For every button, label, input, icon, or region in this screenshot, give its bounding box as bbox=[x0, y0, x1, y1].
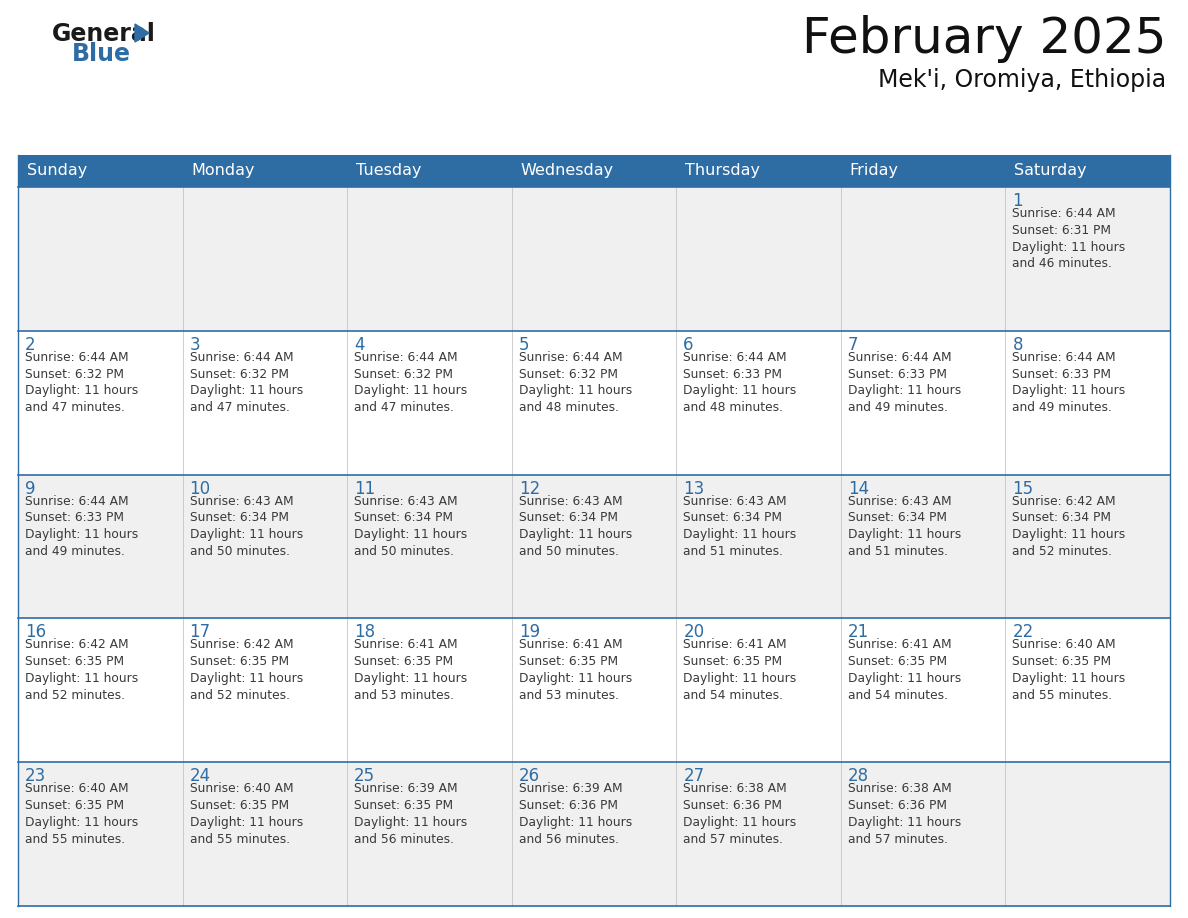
Polygon shape bbox=[135, 24, 148, 42]
Text: 15: 15 bbox=[1012, 479, 1034, 498]
Text: Sunrise: 6:42 AM
Sunset: 6:35 PM
Daylight: 11 hours
and 52 minutes.: Sunrise: 6:42 AM Sunset: 6:35 PM Dayligh… bbox=[190, 638, 303, 701]
Bar bbox=[676, 155, 841, 187]
Bar bbox=[1005, 155, 1170, 187]
Text: 11: 11 bbox=[354, 479, 375, 498]
Text: 21: 21 bbox=[848, 623, 870, 642]
Text: 18: 18 bbox=[354, 623, 375, 642]
Bar bbox=[18, 330, 1170, 475]
Text: February 2025: February 2025 bbox=[802, 15, 1165, 63]
Text: 23: 23 bbox=[25, 767, 46, 785]
Text: Monday: Monday bbox=[191, 163, 255, 178]
Text: 28: 28 bbox=[848, 767, 868, 785]
Text: 20: 20 bbox=[683, 623, 704, 642]
Text: Sunday: Sunday bbox=[27, 163, 87, 178]
Text: 25: 25 bbox=[354, 767, 375, 785]
Text: Sunrise: 6:39 AM
Sunset: 6:35 PM
Daylight: 11 hours
and 56 minutes.: Sunrise: 6:39 AM Sunset: 6:35 PM Dayligh… bbox=[354, 782, 467, 845]
Text: Sunrise: 6:40 AM
Sunset: 6:35 PM
Daylight: 11 hours
and 55 minutes.: Sunrise: 6:40 AM Sunset: 6:35 PM Dayligh… bbox=[25, 782, 138, 845]
Text: 16: 16 bbox=[25, 623, 46, 642]
Text: 4: 4 bbox=[354, 336, 365, 353]
Text: Sunrise: 6:44 AM
Sunset: 6:32 PM
Daylight: 11 hours
and 47 minutes.: Sunrise: 6:44 AM Sunset: 6:32 PM Dayligh… bbox=[25, 351, 138, 414]
Text: Sunrise: 6:41 AM
Sunset: 6:35 PM
Daylight: 11 hours
and 53 minutes.: Sunrise: 6:41 AM Sunset: 6:35 PM Dayligh… bbox=[354, 638, 467, 701]
Text: 26: 26 bbox=[519, 767, 539, 785]
Text: 24: 24 bbox=[190, 767, 210, 785]
Text: 8: 8 bbox=[1012, 336, 1023, 353]
Text: 1: 1 bbox=[1012, 192, 1023, 210]
Text: Sunrise: 6:42 AM
Sunset: 6:35 PM
Daylight: 11 hours
and 52 minutes.: Sunrise: 6:42 AM Sunset: 6:35 PM Dayligh… bbox=[25, 638, 138, 701]
Text: Sunrise: 6:44 AM
Sunset: 6:32 PM
Daylight: 11 hours
and 47 minutes.: Sunrise: 6:44 AM Sunset: 6:32 PM Dayligh… bbox=[354, 351, 467, 414]
Bar bbox=[18, 762, 1170, 906]
Text: Wednesday: Wednesday bbox=[520, 163, 614, 178]
Text: Sunrise: 6:40 AM
Sunset: 6:35 PM
Daylight: 11 hours
and 55 minutes.: Sunrise: 6:40 AM Sunset: 6:35 PM Dayligh… bbox=[190, 782, 303, 845]
Text: Sunrise: 6:44 AM
Sunset: 6:31 PM
Daylight: 11 hours
and 46 minutes.: Sunrise: 6:44 AM Sunset: 6:31 PM Dayligh… bbox=[1012, 207, 1126, 271]
Text: Sunrise: 6:43 AM
Sunset: 6:34 PM
Daylight: 11 hours
and 50 minutes.: Sunrise: 6:43 AM Sunset: 6:34 PM Dayligh… bbox=[519, 495, 632, 558]
Text: Sunrise: 6:43 AM
Sunset: 6:34 PM
Daylight: 11 hours
and 51 minutes.: Sunrise: 6:43 AM Sunset: 6:34 PM Dayligh… bbox=[683, 495, 796, 558]
Text: Sunrise: 6:44 AM
Sunset: 6:33 PM
Daylight: 11 hours
and 49 minutes.: Sunrise: 6:44 AM Sunset: 6:33 PM Dayligh… bbox=[25, 495, 138, 558]
Text: Tuesday: Tuesday bbox=[356, 163, 422, 178]
Text: Sunrise: 6:44 AM
Sunset: 6:33 PM
Daylight: 11 hours
and 49 minutes.: Sunrise: 6:44 AM Sunset: 6:33 PM Dayligh… bbox=[1012, 351, 1126, 414]
Bar bbox=[18, 475, 1170, 619]
Bar bbox=[18, 619, 1170, 762]
Text: Sunrise: 6:44 AM
Sunset: 6:32 PM
Daylight: 11 hours
and 47 minutes.: Sunrise: 6:44 AM Sunset: 6:32 PM Dayligh… bbox=[190, 351, 303, 414]
Text: Thursday: Thursday bbox=[685, 163, 760, 178]
Text: 17: 17 bbox=[190, 623, 210, 642]
Text: 9: 9 bbox=[25, 479, 36, 498]
Text: 22: 22 bbox=[1012, 623, 1034, 642]
Bar bbox=[347, 155, 512, 187]
Text: 19: 19 bbox=[519, 623, 539, 642]
Text: 3: 3 bbox=[190, 336, 201, 353]
Text: Sunrise: 6:42 AM
Sunset: 6:34 PM
Daylight: 11 hours
and 52 minutes.: Sunrise: 6:42 AM Sunset: 6:34 PM Dayligh… bbox=[1012, 495, 1126, 558]
Text: 12: 12 bbox=[519, 479, 541, 498]
Text: Sunrise: 6:39 AM
Sunset: 6:36 PM
Daylight: 11 hours
and 56 minutes.: Sunrise: 6:39 AM Sunset: 6:36 PM Dayligh… bbox=[519, 782, 632, 845]
Text: Blue: Blue bbox=[72, 42, 131, 66]
Bar bbox=[841, 155, 1005, 187]
Text: Sunrise: 6:41 AM
Sunset: 6:35 PM
Daylight: 11 hours
and 54 minutes.: Sunrise: 6:41 AM Sunset: 6:35 PM Dayligh… bbox=[683, 638, 796, 701]
Text: 10: 10 bbox=[190, 479, 210, 498]
Text: 14: 14 bbox=[848, 479, 868, 498]
Text: Sunrise: 6:44 AM
Sunset: 6:33 PM
Daylight: 11 hours
and 49 minutes.: Sunrise: 6:44 AM Sunset: 6:33 PM Dayligh… bbox=[848, 351, 961, 414]
Text: Sunrise: 6:43 AM
Sunset: 6:34 PM
Daylight: 11 hours
and 51 minutes.: Sunrise: 6:43 AM Sunset: 6:34 PM Dayligh… bbox=[848, 495, 961, 558]
Bar bbox=[18, 155, 183, 187]
Text: Sunrise: 6:44 AM
Sunset: 6:32 PM
Daylight: 11 hours
and 48 minutes.: Sunrise: 6:44 AM Sunset: 6:32 PM Dayligh… bbox=[519, 351, 632, 414]
Text: General: General bbox=[52, 22, 156, 46]
Text: Sunrise: 6:43 AM
Sunset: 6:34 PM
Daylight: 11 hours
and 50 minutes.: Sunrise: 6:43 AM Sunset: 6:34 PM Dayligh… bbox=[190, 495, 303, 558]
Text: Sunrise: 6:38 AM
Sunset: 6:36 PM
Daylight: 11 hours
and 57 minutes.: Sunrise: 6:38 AM Sunset: 6:36 PM Dayligh… bbox=[848, 782, 961, 845]
Text: Friday: Friday bbox=[849, 163, 899, 178]
Text: 6: 6 bbox=[683, 336, 694, 353]
Text: 13: 13 bbox=[683, 479, 704, 498]
Bar bbox=[18, 187, 1170, 330]
Text: Sunrise: 6:41 AM
Sunset: 6:35 PM
Daylight: 11 hours
and 53 minutes.: Sunrise: 6:41 AM Sunset: 6:35 PM Dayligh… bbox=[519, 638, 632, 701]
Text: Sunrise: 6:43 AM
Sunset: 6:34 PM
Daylight: 11 hours
and 50 minutes.: Sunrise: 6:43 AM Sunset: 6:34 PM Dayligh… bbox=[354, 495, 467, 558]
Text: Saturday: Saturday bbox=[1015, 163, 1087, 178]
Bar bbox=[512, 155, 676, 187]
Text: Mek'i, Oromiya, Ethiopia: Mek'i, Oromiya, Ethiopia bbox=[878, 68, 1165, 92]
Text: 5: 5 bbox=[519, 336, 529, 353]
Text: Sunrise: 6:41 AM
Sunset: 6:35 PM
Daylight: 11 hours
and 54 minutes.: Sunrise: 6:41 AM Sunset: 6:35 PM Dayligh… bbox=[848, 638, 961, 701]
Text: 7: 7 bbox=[848, 336, 859, 353]
Text: Sunrise: 6:40 AM
Sunset: 6:35 PM
Daylight: 11 hours
and 55 minutes.: Sunrise: 6:40 AM Sunset: 6:35 PM Dayligh… bbox=[1012, 638, 1126, 701]
Text: 27: 27 bbox=[683, 767, 704, 785]
Text: 2: 2 bbox=[25, 336, 36, 353]
Text: Sunrise: 6:44 AM
Sunset: 6:33 PM
Daylight: 11 hours
and 48 minutes.: Sunrise: 6:44 AM Sunset: 6:33 PM Dayligh… bbox=[683, 351, 796, 414]
Bar bbox=[183, 155, 347, 187]
Text: Sunrise: 6:38 AM
Sunset: 6:36 PM
Daylight: 11 hours
and 57 minutes.: Sunrise: 6:38 AM Sunset: 6:36 PM Dayligh… bbox=[683, 782, 796, 845]
